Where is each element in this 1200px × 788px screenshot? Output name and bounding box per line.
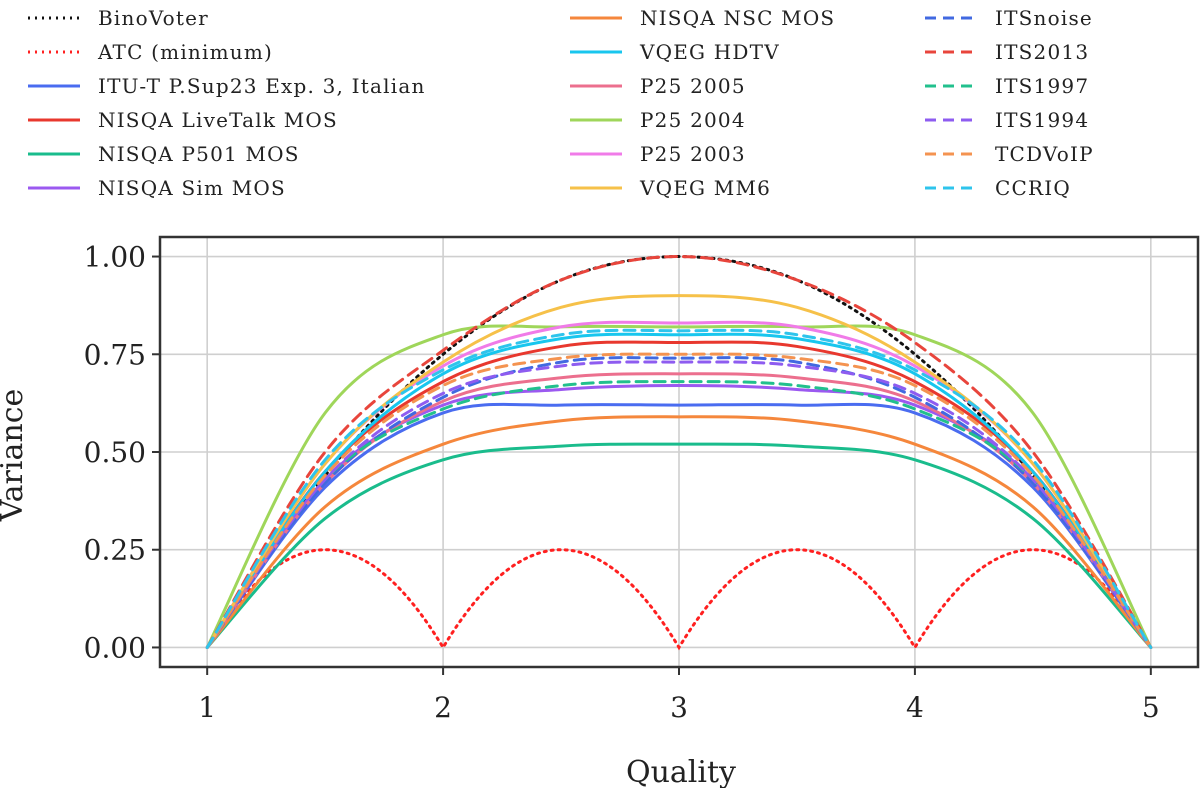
x-axis-label: Quality [626, 755, 736, 788]
legend-label-tcdvoip: TCDVoIP [995, 142, 1094, 166]
y-tick-label: 0.25 [84, 534, 146, 567]
y-axis-ticks: 0.00 0.25 0.50 0.75 1.00 [84, 241, 160, 664]
series-line-p25-2004 [205, 324, 1153, 649]
grid [160, 237, 1198, 667]
legend-label-p25-2005: P25 2005 [640, 74, 746, 98]
x-axis-ticks: 1 2 3 4 5 [198, 667, 1160, 724]
legend-label-atc-minimum: ATC (minimum) [97, 40, 273, 64]
y-tick-label: 0.00 [84, 631, 146, 664]
y-tick-label: 0.75 [84, 338, 146, 371]
series-line-nisqa-p501-mos [205, 442, 1153, 649]
series-line-itsnoise [205, 356, 1153, 649]
x-tick-label: 2 [434, 691, 452, 724]
series-line-itu-t-p-sup23-exp-3-italian [205, 402, 1153, 649]
legend: BinoVoter ATC (minimum) ITU-T P.Sup23 Exp.… [28, 6, 1094, 200]
y-tick-label: 0.50 [84, 436, 146, 469]
legend-label-nisqa-livetalk-mos: NISQA LiveTalk MOS [98, 108, 338, 132]
series-line-ccriq [205, 328, 1153, 649]
legend-label-binovoter: BinoVoter [98, 6, 209, 30]
y-axis-label: Variance [0, 389, 30, 523]
series-line-atc-minimum [205, 548, 1153, 651]
legend-label-vqeg-mm6: VQEG MM6 [639, 176, 771, 200]
legend-label-vqeg-hdtv: VQEG HDTV [639, 40, 780, 64]
x-tick-label: 4 [906, 691, 924, 724]
series-line-vqeg-mm6 [205, 294, 1153, 649]
series-line-its1994 [205, 360, 1153, 649]
legend-label-its1997: ITS1997 [995, 74, 1089, 98]
legend-label-p25-2003: P25 2003 [640, 142, 746, 166]
legend-label-nisqa-nsc-mos: NISQA NSC MOS [640, 6, 835, 30]
legend-label-ccriq: CCRIQ [995, 176, 1071, 200]
x-tick-label: 5 [1142, 691, 1160, 724]
legend-label-p25-2004: P25 2004 [640, 108, 746, 132]
legend-label-itu-t-p-sup23-exp-3-italian: ITU-T P.Sup23 Exp. 3, Italian [98, 74, 426, 98]
x-tick-label: 3 [670, 691, 688, 724]
legend-label-its1994: ITS1994 [995, 108, 1089, 132]
x-tick-label: 1 [198, 691, 216, 724]
series-line-tcdvoip [205, 352, 1153, 649]
series-line-nisqa-nsc-mos [205, 415, 1153, 649]
y-tick-label: 1.00 [84, 241, 146, 274]
legend-label-nisqa-sim-mos: NISQA Sim MOS [98, 176, 286, 200]
legend-label-itsnoise: ITSnoise [995, 6, 1093, 30]
legend-label-its2013: ITS2013 [995, 40, 1089, 64]
legend-label-nisqa-p501-mos: NISQA P501 MOS [98, 142, 300, 166]
series-line-vqeg-hdtv [205, 332, 1153, 649]
series-layer [205, 255, 1153, 651]
plot-area [158, 235, 1200, 669]
